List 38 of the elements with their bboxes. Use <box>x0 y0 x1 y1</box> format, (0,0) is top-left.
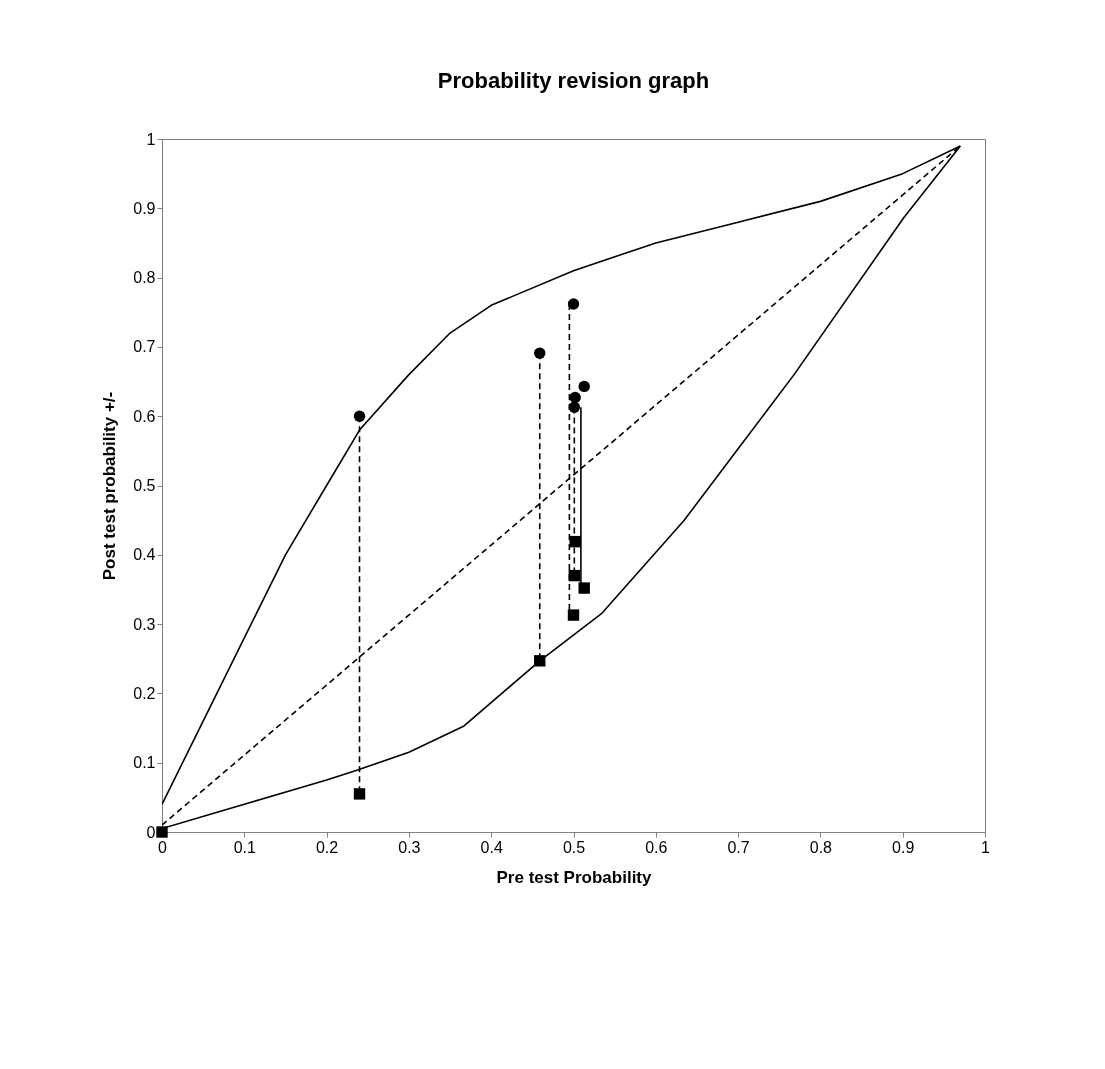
point <box>569 535 581 548</box>
x-tick-label: 1 <box>981 838 991 856</box>
x-tick-label: 0.4 <box>480 838 503 856</box>
point <box>534 347 546 359</box>
x-tick-label: 0.9 <box>892 838 915 856</box>
y-tick-label: 0.8 <box>133 269 156 287</box>
y-tick-label: 0.3 <box>133 615 156 633</box>
x-tick-label: 0.1 <box>233 838 257 856</box>
point <box>567 609 580 621</box>
y-tick-label: 0.7 <box>133 338 156 356</box>
y-tick-label: 0.6 <box>133 407 156 425</box>
x-tick-label: 0 <box>158 838 168 856</box>
y-tick-label: 0.4 <box>133 546 156 564</box>
x-tick-label: 0.8 <box>809 838 833 856</box>
x-tick-label: 0.3 <box>398 838 421 856</box>
point <box>567 298 580 310</box>
point <box>578 582 590 594</box>
x-tick-label: 0.7 <box>727 838 750 856</box>
x-tick-label: 0.2 <box>315 838 339 856</box>
y-tick-label: 0.5 <box>133 477 156 494</box>
point <box>568 401 581 413</box>
y-tick-label: 0.9 <box>133 199 156 217</box>
y-axis-title: Post test probability +/- <box>100 391 120 581</box>
x-axis-title: Pre test Probability <box>496 867 653 887</box>
x-tick-label: 0.5 <box>562 838 586 856</box>
point <box>156 826 168 838</box>
point <box>578 380 590 393</box>
y-tick-label: 0.2 <box>133 684 156 702</box>
point <box>353 788 366 800</box>
point <box>568 569 581 582</box>
x-tick-label: 0.6 <box>645 838 668 856</box>
y-tick-label: 0 <box>146 823 156 841</box>
chart-title: Probability revision graph <box>437 68 710 93</box>
point <box>534 655 546 667</box>
point <box>353 410 366 422</box>
point <box>569 391 581 404</box>
y-tick-label: 1 <box>146 130 156 148</box>
y-tick-label: 0.1 <box>133 754 156 772</box>
